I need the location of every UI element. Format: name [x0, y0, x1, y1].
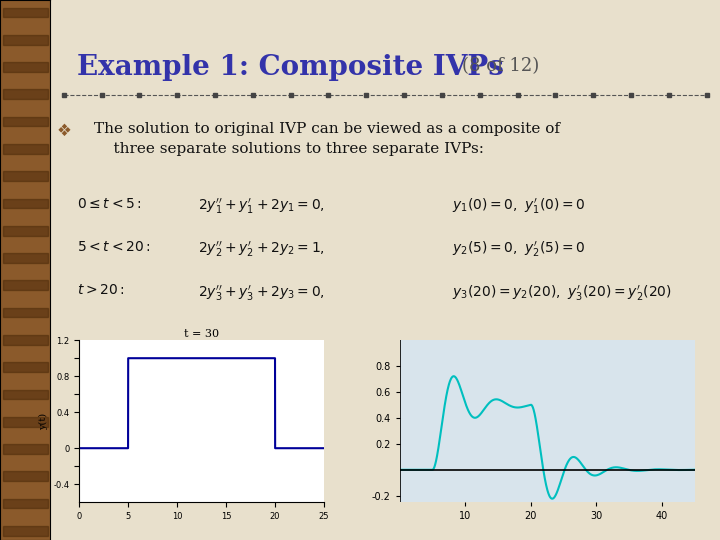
Text: $t > 20:$: $t > 20:$ — [77, 284, 125, 298]
Text: ❖: ❖ — [57, 122, 72, 139]
Text: $0 \leq t < 5:$: $0 \leq t < 5:$ — [77, 197, 142, 211]
Bar — [3, 498, 48, 508]
Bar — [3, 308, 48, 318]
Text: (8 of 12): (8 of 12) — [462, 57, 539, 75]
Bar — [3, 362, 48, 372]
Bar — [3, 280, 48, 290]
Text: $2y_2'' + y_2' + 2y_2 = 1,$: $2y_2'' + y_2' + 2y_2 = 1,$ — [198, 240, 325, 260]
Bar — [3, 253, 48, 263]
Bar — [3, 335, 48, 345]
Bar — [3, 471, 48, 481]
Text: $5 < t < 20:$: $5 < t < 20:$ — [77, 240, 151, 254]
Text: $2y_1'' + y_1' + 2y_1 = 0,$: $2y_1'' + y_1' + 2y_1 = 0,$ — [198, 197, 325, 217]
Bar — [3, 526, 48, 536]
Bar — [3, 389, 48, 399]
Bar — [3, 35, 48, 45]
Bar — [3, 62, 48, 72]
Bar — [3, 444, 48, 454]
Bar — [3, 8, 48, 17]
Text: $y_1(0) = 0,\ y_1'(0) = 0$: $y_1(0) = 0,\ y_1'(0) = 0$ — [452, 197, 585, 217]
Text: $y_3(20) = y_2(20),\ y_3'(20) = y_2'(20)$: $y_3(20) = y_2(20),\ y_3'(20) = y_2'(20)… — [452, 284, 672, 303]
Bar — [3, 90, 48, 99]
Bar — [3, 117, 48, 126]
Text: Example 1: Composite IVPs: Example 1: Composite IVPs — [77, 54, 504, 81]
Bar — [3, 144, 48, 154]
Bar — [3, 417, 48, 427]
Bar — [3, 171, 48, 181]
Title: t = 30: t = 30 — [184, 329, 219, 340]
Y-axis label: y(t): y(t) — [39, 413, 48, 430]
Text: The solution to original IVP can be viewed as a composite of
    three separate : The solution to original IVP can be view… — [94, 122, 560, 156]
Text: $2y_3'' + y_3' + 2y_3 = 0,$: $2y_3'' + y_3' + 2y_3 = 0,$ — [198, 284, 325, 303]
Bar — [3, 199, 48, 208]
Text: $y_2(5) = 0,\ y_2'(5) = 0$: $y_2(5) = 0,\ y_2'(5) = 0$ — [452, 240, 585, 260]
Bar — [3, 226, 48, 235]
